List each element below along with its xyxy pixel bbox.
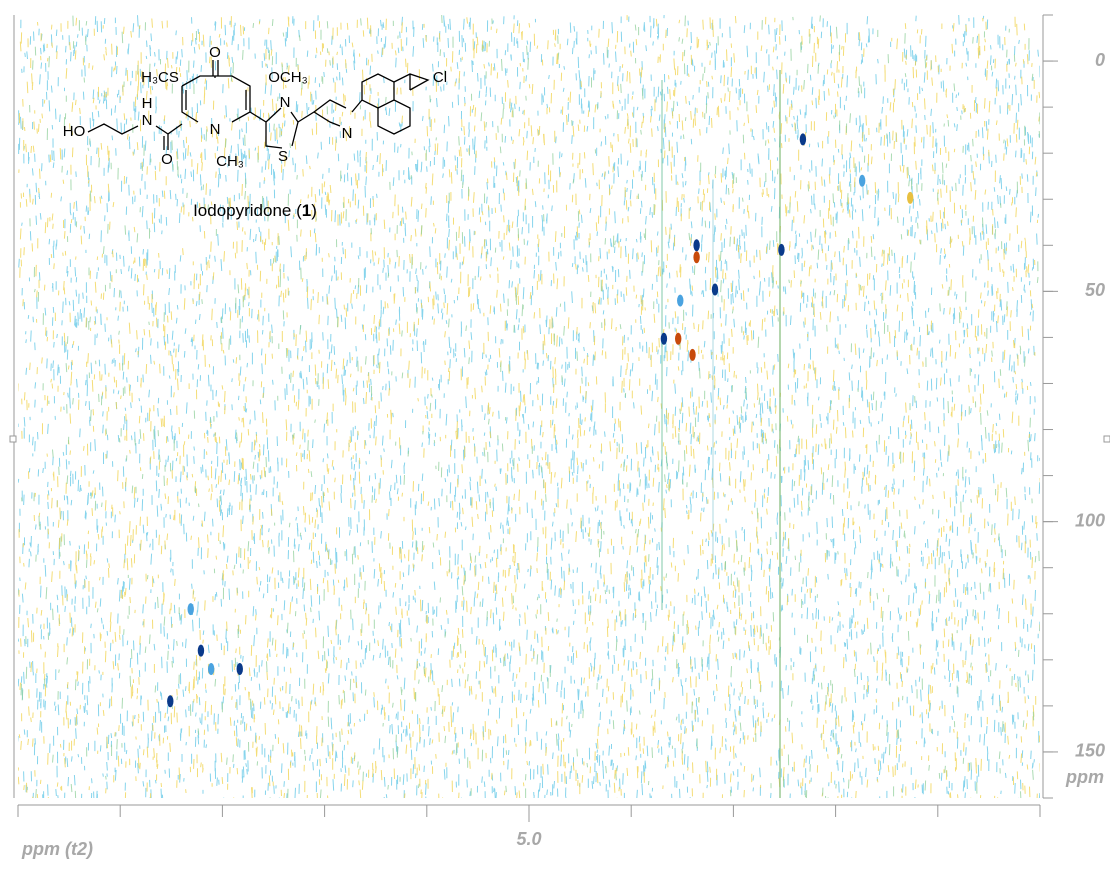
y-tick-label: 0 <box>1095 50 1105 70</box>
noise-strokes <box>18 15 1040 798</box>
peak <box>689 348 696 361</box>
atom-label: HO <box>63 123 86 140</box>
peak <box>236 663 243 676</box>
caption-text: Iodopyridone ( <box>193 201 302 220</box>
peak <box>207 663 215 676</box>
peak <box>197 644 205 657</box>
peak <box>693 239 700 252</box>
noise <box>18 15 1040 798</box>
atom-label: CH₃ <box>216 153 244 170</box>
caption: Iodopyridone (1) <box>193 201 317 220</box>
compound-number: 1 <box>302 201 311 220</box>
atom-label: S <box>278 148 288 165</box>
caption-text: ) <box>311 201 317 220</box>
noise-strokes <box>20 15 1040 798</box>
y-tick-label: 50 <box>1085 280 1105 300</box>
peak <box>167 695 174 708</box>
atom-label: N <box>142 112 153 129</box>
molecule <box>87 60 430 150</box>
atom-label: N <box>342 125 353 142</box>
peak <box>778 243 785 256</box>
atom-label: N <box>280 94 291 111</box>
y-axis-label: ppm <box>1065 767 1104 787</box>
atom-label: OCH₃ <box>268 69 307 86</box>
y-tick-label: 100 <box>1075 510 1105 530</box>
atom-label: H <box>142 95 153 112</box>
peak <box>660 332 668 345</box>
x-tick-label: 5.0 <box>516 829 541 849</box>
peak <box>799 133 807 146</box>
peak <box>858 174 866 187</box>
peak <box>693 251 700 264</box>
peak <box>907 191 914 204</box>
peak <box>675 332 682 345</box>
y-tick-label: 150 <box>1075 741 1105 761</box>
atom-label: O <box>161 151 173 168</box>
atom-label: H₃CS <box>141 69 179 86</box>
peak <box>711 283 719 296</box>
atom-label: Cl <box>433 69 447 86</box>
x-axis-label: ppm (t2) <box>21 839 93 859</box>
peak <box>187 603 194 616</box>
peak <box>677 294 684 307</box>
noise-strokes <box>18 15 1040 798</box>
atom-label: O <box>209 44 221 61</box>
atom-label: N <box>210 121 221 138</box>
axes <box>9 15 1110 806</box>
streaks <box>661 70 781 798</box>
